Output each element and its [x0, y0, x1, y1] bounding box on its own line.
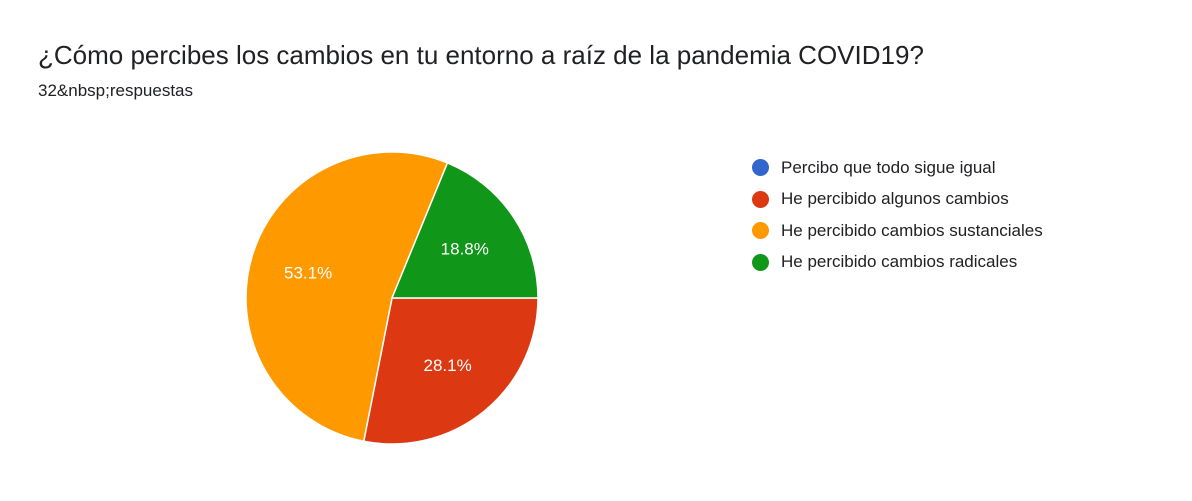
- legend-item[interactable]: He percibido cambios radicales: [752, 247, 1043, 279]
- slice-data-label: 18.8%: [441, 240, 489, 259]
- slice-data-label: 53.1%: [284, 263, 332, 282]
- legend-label: Percibo que todo sigue igual: [781, 157, 996, 177]
- response-count: 32&nbsp;respuestas: [38, 81, 193, 100]
- legend-label: He percibido algunos cambios: [781, 189, 1009, 209]
- legend: Percibo que todo sigue igual He percibid…: [752, 152, 1043, 278]
- legend-swatch: [752, 190, 769, 208]
- legend-swatch: [752, 159, 769, 177]
- legend-item[interactable]: He percibido algunos cambios: [752, 184, 1043, 216]
- legend-label: He percibido cambios radicales: [781, 252, 1018, 272]
- legend-item[interactable]: He percibido cambios sustanciales: [752, 215, 1043, 247]
- legend-item[interactable]: Percibo que todo sigue igual: [752, 152, 1043, 184]
- legend-swatch: [752, 253, 769, 271]
- legend-swatch: [752, 222, 769, 240]
- pie-slice[interactable]: [362, 297, 539, 445]
- legend-label: He percibido cambios sustanciales: [781, 220, 1043, 240]
- chart-title: ¿Cómo percibes los cambios en tu entorno…: [38, 40, 924, 70]
- pie-slice[interactable]: [390, 161, 539, 299]
- pie-slice[interactable]: [245, 151, 449, 443]
- slice-data-label: 28.1%: [424, 356, 472, 375]
